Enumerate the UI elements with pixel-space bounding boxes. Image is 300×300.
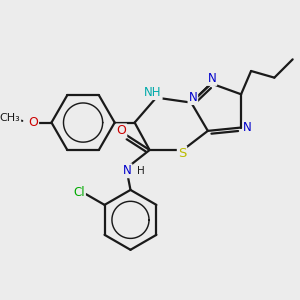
Text: N: N [208,72,216,85]
Text: O: O [28,116,38,129]
Text: N: N [123,164,131,177]
Text: O: O [116,124,126,137]
Text: CH₃: CH₃ [0,112,20,123]
Text: H: H [136,166,144,176]
Text: S: S [178,147,186,160]
Text: N: N [243,121,252,134]
Text: NH: NH [144,86,162,99]
Text: N: N [188,91,197,104]
Text: Cl: Cl [74,186,85,199]
